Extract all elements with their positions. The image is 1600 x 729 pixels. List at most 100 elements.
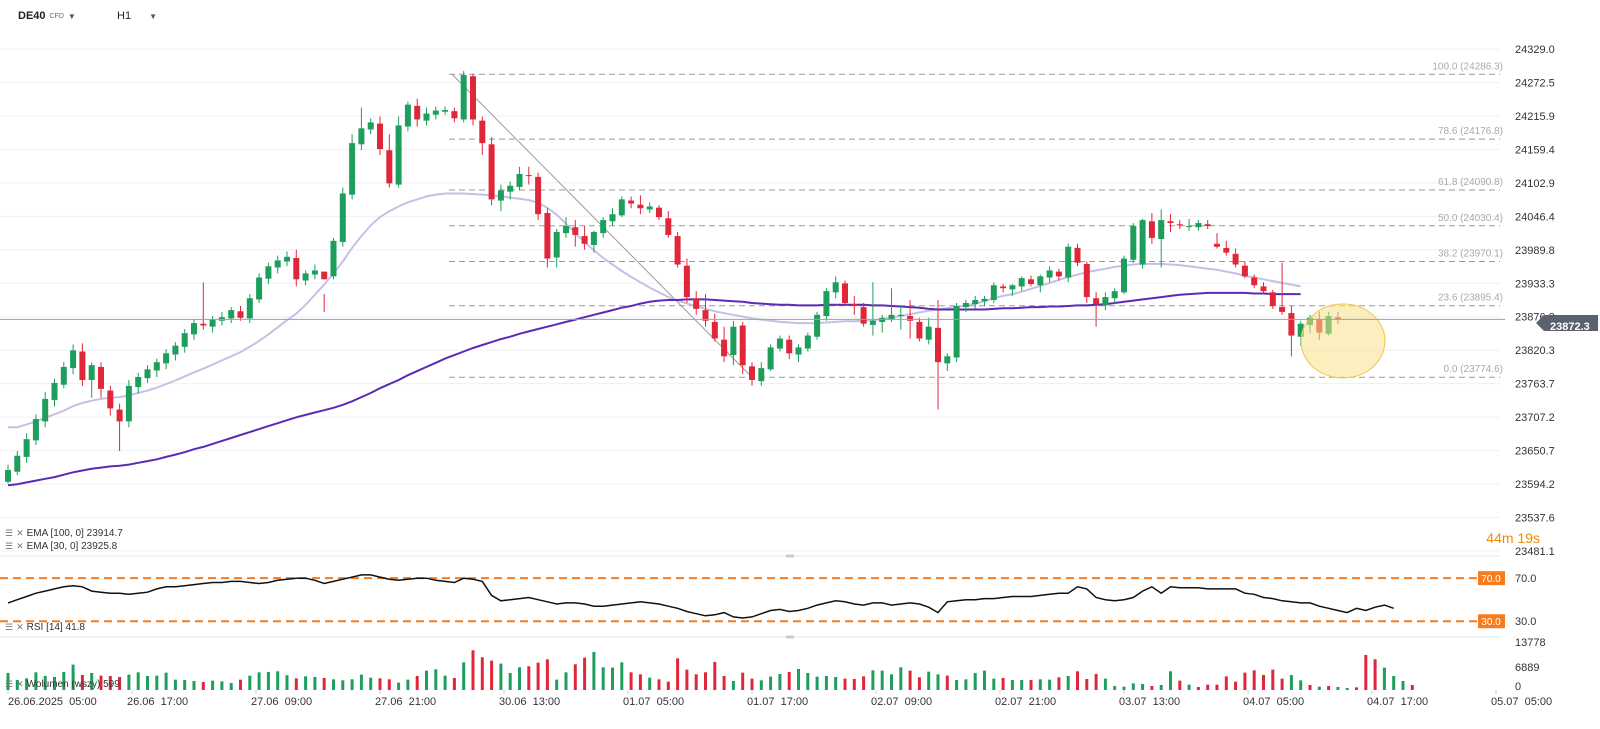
fib-level-label: 50.0 (24030.4) [1438,213,1503,224]
candle [42,391,49,428]
candle-body [32,419,39,441]
price-tick-label: 23933.3 [1515,278,1555,290]
volume-bar [629,672,633,690]
ema30-legend[interactable]: ☰ ✕ EMA [30, 0] 23925.8 [5,541,117,552]
candle-body [330,240,337,277]
close-icon[interactable]: ✕ [16,541,24,551]
candle [23,433,30,463]
candle-body [535,176,542,215]
candle [1158,209,1165,268]
candle-body [367,122,374,130]
candle-body [284,256,290,262]
volume-bar [945,675,949,690]
candle [897,305,904,330]
candle [1279,262,1286,315]
candle-body [935,327,941,363]
volume-bar [1048,679,1052,690]
close-icon[interactable]: ✕ [16,679,24,689]
candle [414,98,421,127]
candle-body [1083,263,1090,298]
candle-body [953,305,960,358]
price-axis[interactable]: 24329.0 24272.5 24215.9 24159.4 24102.9 24046… [1515,44,1555,558]
candle-body [1214,243,1220,247]
candle [339,187,346,247]
candle [470,73,476,126]
candle-body [395,125,402,185]
ema100-path [7,291,1301,487]
settings-icon[interactable]: ☰ [5,528,14,538]
timeframe-selector[interactable]: H1 ▼ [117,10,157,22]
candle [479,116,486,155]
volume-bar [118,676,122,690]
candle-body [1037,276,1044,286]
volume-bar [1271,669,1275,690]
candle [442,106,449,115]
volume-bar [862,676,866,690]
candle [758,362,765,386]
volume-bar [1057,677,1061,690]
close-icon[interactable]: ✕ [16,622,24,632]
candle-body [786,339,793,354]
volume-bar [964,679,968,690]
highlight-ellipse[interactable] [1300,303,1386,379]
candle [386,134,393,188]
rsi-legend[interactable]: ☰ ✕ RSI [14] 41.8 [5,622,85,633]
candle-body [832,282,839,293]
candle-body [944,356,951,364]
volume-bar [201,681,205,690]
candle-body [88,365,95,380]
candle-body [962,302,969,308]
volume-bar [536,662,540,690]
candle [1121,255,1127,295]
ema30-label: EMA [30, 0] 23925.8 [26,541,118,552]
candle-body [60,366,67,385]
volume-bar [815,676,819,690]
candle-body [507,185,514,192]
volume-bar [276,671,280,690]
candle-body [358,128,365,145]
candle-body [553,231,560,258]
candle-body [581,236,588,244]
volume-bar [1187,684,1191,690]
candle [786,335,793,360]
price-tick-label: 23537.6 [1515,513,1555,525]
volume-bar [43,675,47,690]
candle-body [563,226,569,234]
volume-bar [452,677,456,690]
candle [321,271,328,312]
settings-icon[interactable]: ☰ [5,541,14,551]
candle-body [116,409,123,422]
pane-separators[interactable] [0,554,1500,639]
volume-bar [443,675,447,690]
volume-bar [824,675,828,690]
time-axis[interactable]: 26.06.2025 05:00 26.06 17:00 27.06 09:00 27… [7,690,1552,708]
volume-bar [769,676,773,690]
volume-bar [1010,679,1014,690]
chevron-down-icon: ▼ [67,11,76,21]
candle [70,344,77,375]
settings-icon[interactable]: ☰ [5,679,14,689]
volume-bar [676,658,680,690]
price-tick-label: 23650.7 [1515,446,1555,458]
candle [721,326,728,363]
candle [14,451,21,476]
volume-bar [955,679,959,690]
ema100-legend[interactable]: ☰ ✕ EMA [100, 0] 23914.7 [5,528,123,539]
volume-bar [750,678,754,690]
candle-body [302,273,309,281]
fibonacci-retracement[interactable]: 100.0 (24286.3) 78.6 (24176.8) 61.8 (24090… [449,61,1503,378]
candle-body [237,311,244,318]
candle [302,270,309,286]
close-icon[interactable]: ✕ [16,528,24,538]
candle-body [163,353,170,364]
volume-label: Wolumen (wszy) 599 [26,679,120,690]
volume-legend[interactable]: ☰ ✕ Wolumen (wszy) 599 [5,679,120,690]
candle-body [804,335,811,349]
candle [395,116,402,188]
candle-body [758,368,765,382]
symbol-selector[interactable]: DE40 CFD ▼ [18,10,76,22]
settings-icon[interactable]: ☰ [5,622,14,632]
countdown-seconds-unit: s [1533,530,1540,546]
candle-body [693,298,700,309]
